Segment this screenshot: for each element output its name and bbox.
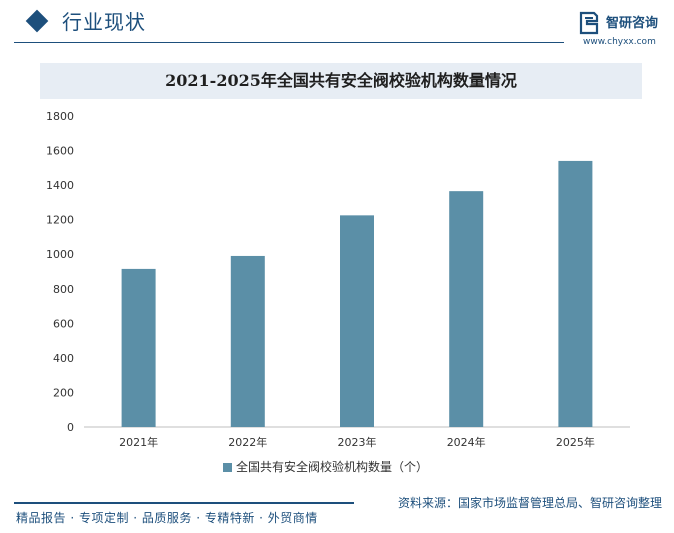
y-tick-label: 1600 xyxy=(46,145,74,158)
y-tick-label: 400 xyxy=(53,352,74,365)
bar xyxy=(230,255,265,427)
header-divider xyxy=(14,42,564,43)
y-tick-label: 1000 xyxy=(46,248,74,261)
bar xyxy=(449,191,484,427)
x-tick-label: 2023年 xyxy=(338,435,377,449)
y-tick-label: 1400 xyxy=(46,179,74,192)
chart-title: 2021-2025年全国共有安全阀校验机构数量情况 xyxy=(165,71,517,90)
footer-source: 资料来源：国家市场监督管理总局、智研咨询整理 xyxy=(397,496,662,510)
legend-swatch xyxy=(223,463,232,472)
logo-name: 智研咨询 xyxy=(606,16,659,31)
logo-url: www.chyxx.com xyxy=(583,37,656,47)
chart-title-band xyxy=(40,63,642,99)
x-tick-label: 2022年 xyxy=(228,435,267,449)
y-tick-label: 1800 xyxy=(46,110,74,123)
y-tick-label: 600 xyxy=(53,317,74,330)
x-tick-label: 2021年 xyxy=(119,435,158,449)
section-title: 行业现状 xyxy=(62,10,146,34)
bar xyxy=(121,268,156,427)
bar xyxy=(558,160,593,427)
footer-divider xyxy=(14,502,354,504)
bar xyxy=(340,215,374,427)
x-tick-label: 2025年 xyxy=(556,435,595,449)
legend-label: 全国共有安全阀校验机构数量（个） xyxy=(236,460,429,474)
y-tick-label: 0 xyxy=(67,421,74,434)
y-tick-label: 800 xyxy=(53,283,74,296)
y-tick-label: 200 xyxy=(53,386,74,399)
logo-icon xyxy=(579,11,599,35)
x-tick-label: 2024年 xyxy=(447,435,486,449)
y-tick-label: 1200 xyxy=(46,214,74,227)
footer-services: 精品报告 · 专项定制 · 品质服务 · 专精特新 · 外贸商情 xyxy=(16,511,318,525)
